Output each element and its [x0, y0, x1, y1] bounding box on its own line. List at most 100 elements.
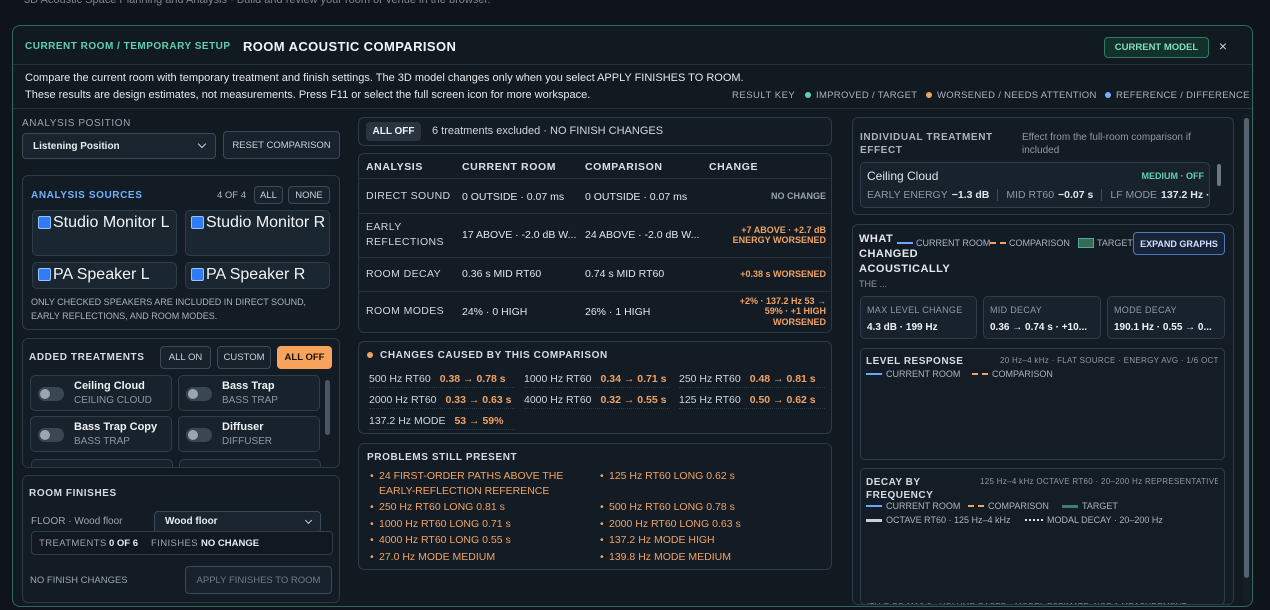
problem-item: 2000 Hz RT60 LONG 0.63 s: [600, 517, 809, 532]
legend-item: CURRENT ROOM: [866, 501, 960, 511]
chart-footer: ITU-R BS.1116-3 · VOLUME-BASED · MODEL E…: [867, 602, 1187, 604]
toggle: [38, 387, 64, 401]
legend-glyph: [1062, 504, 1078, 508]
effect-card-scroll: [1217, 164, 1221, 186]
treatment-item[interactable]: Bass Trap BASS TRAP: [178, 375, 320, 411]
effect-metric: MID RT60 −0.07 s: [997, 189, 1093, 201]
floor-select[interactable]: Wood floor: [154, 511, 321, 533]
row-label: ROOM MODES: [366, 305, 445, 317]
source-name: Studio Monitor R: [206, 214, 326, 231]
stat-label: MID DECAY: [990, 305, 1043, 315]
reset-comparison-button[interactable]: RESET COMPARISON: [223, 131, 340, 159]
change-value: 53 → 59%: [454, 415, 504, 427]
finishes-panel: FLOOR · Wood floor Wood floor TREATMENTS 0 …: [22, 475, 340, 603]
table-rule: [359, 178, 831, 179]
legend-text: MODAL DECAY · 20–200 Hz: [1047, 515, 1163, 525]
what-changed-summary: THE ...: [859, 279, 888, 289]
header-divider: [13, 64, 1252, 65]
status-bar: [358, 117, 832, 146]
chart-subtitle: 20 Hz–4 kHz · FLAT SOURCE · ENERGY AVG ·…: [1000, 356, 1218, 365]
change-item: 250 Hz RT60 0.48 → 0.81 s: [679, 371, 825, 388]
result-key-dot: [805, 92, 811, 98]
result-key-dot: [926, 92, 932, 98]
legend-text: OCTAVE RT60 · 125 Hz–4 kHz: [886, 515, 1011, 525]
treatment-name: Bass Trap: [222, 380, 275, 392]
table-header: CURRENT ROOM: [462, 161, 557, 173]
source-item[interactable]: Studio Monitor R: [185, 210, 330, 256]
all-button[interactable]: ALL: [254, 186, 283, 204]
treatment-mode-button[interactable]: CUSTOM: [217, 346, 271, 369]
current-cell: 17 ABOVE · -2.0 dB W...: [462, 229, 577, 241]
what-changed-title: WHAT CHANGED ACOUSTICALLY: [859, 233, 951, 275]
legend-glyph: [968, 505, 984, 507]
toggle: [186, 387, 212, 401]
metric-label: MID RT60: [1006, 189, 1055, 201]
change-text: +2% · 137.2 Hz 53 → 59% · +1 HIGH WORSEN…: [739, 295, 826, 327]
legend-item: COMPARISON: [972, 369, 1053, 379]
table-header: COMPARISON: [585, 161, 663, 173]
source-item[interactable]: Studio Monitor L: [32, 210, 177, 256]
expand-graphs-button[interactable]: EXPAND GRAPHS: [1133, 232, 1225, 255]
sources-note: ONLY CHECKED SPEAKERS ARE INCLUDED IN DI…: [31, 297, 307, 321]
apply-finishes-button[interactable]: APPLY FINISHES TO ROOM: [185, 566, 332, 594]
treatment-mode-button[interactable]: ALL ON: [160, 346, 211, 369]
comparison-cell: 0 OUTSIDE · 0.07 ms: [585, 190, 688, 203]
current-cell: 24% · 0 HIGH: [462, 305, 528, 318]
row-label: EARLY REFLECTIONS: [366, 221, 444, 248]
legend-glyph: [990, 242, 1006, 244]
legend-glyph: [972, 373, 988, 375]
treatment-item[interactable]: Bass Trap Copy BASS TRAP: [30, 416, 172, 452]
checkbox: [38, 268, 51, 281]
checkbox: [191, 216, 204, 229]
status-text: 6 treatments excluded · NO FINISH CHANGE…: [432, 125, 664, 137]
metric-label: LF MODE: [1110, 189, 1158, 201]
finishes-title: ROOM FINISHES: [29, 488, 117, 499]
effect-name: Ceiling Cloud: [867, 169, 939, 183]
source-item[interactable]: PA Speaker L: [32, 262, 177, 289]
change-item: 137.2 Hz MODE 53 → 59%: [369, 413, 515, 430]
effect-metrics: EARLY ENERGY −1.3 dB MID RT60 −0.07 s LF MOD…: [867, 189, 1210, 201]
comparison-table: [358, 153, 832, 333]
right-scroll-thumb[interactable]: [1244, 118, 1249, 578]
changes-dot: [367, 352, 373, 358]
treatment-item[interactable]: Diffuser DIFFUSER: [178, 416, 320, 452]
effect-status: MEDIUM · OFF: [1141, 171, 1205, 181]
close-button[interactable]: ×: [1218, 38, 1228, 54]
current-cell: 0 OUTSIDE · 0.07 ms: [462, 190, 565, 203]
individual-effect-title: INDIVIDUAL TREATMENT EFFECT: [860, 132, 993, 156]
legend-item: TARGET: [1062, 501, 1118, 511]
legend-item: TARGET: [1078, 238, 1133, 248]
current-model-button[interactable]: CURRENT MODEL: [1104, 37, 1209, 58]
legend-item: CURRENT ROOM: [866, 369, 960, 379]
legend-item: COMPARISON: [990, 238, 1070, 248]
status-badge: ALL OFF: [366, 122, 421, 141]
legend-text: CURRENT ROOM: [916, 238, 991, 248]
source-item[interactable]: PA Speaker R: [185, 262, 330, 289]
treatment-type: BASS TRAP: [74, 436, 130, 447]
metric-value: −1.3 dB: [951, 189, 990, 201]
result-key-dot: [1105, 92, 1111, 98]
legend-text: COMPARISON: [1009, 238, 1070, 248]
change-item: 1000 Hz RT60 0.34 → 0.71 s: [524, 371, 670, 388]
treatment-mode-button[interactable]: ALL OFF: [277, 346, 332, 369]
finish-status: NO FINISH CHANGES: [30, 575, 128, 586]
change-text: NO CHANGE: [770, 191, 826, 202]
change-cell: +2% · 137.2 Hz 53 → 59% · +1 HIGH WORSEN…: [720, 291, 826, 332]
change-value: 0.48 → 0.81 s: [749, 373, 816, 385]
comparison-cell: 24 ABOVE · -2.0 dB W...: [585, 229, 700, 241]
change-value: 0.38 → 0.78 s: [439, 373, 506, 385]
sources-count: 4 OF 4: [217, 190, 247, 201]
legend-item: COMPARISON: [968, 501, 1049, 511]
legend-glyph: [1025, 519, 1043, 521]
row-label: DIRECT SOUND: [366, 190, 451, 202]
treatment-item[interactable]: Ceiling Cloud CEILING CLOUD: [30, 375, 172, 411]
problem-item: 137.2 Hz MODE HIGH: [600, 533, 809, 548]
position-select[interactable]: Listening Position: [22, 133, 216, 159]
problem-item: 125 Hz RT60 LONG 0.62 s: [600, 469, 809, 484]
stat-card: MODE DECAY 190.1 Hz · 0.55 → 0...: [1107, 296, 1225, 339]
problem-item: 4000 Hz RT60 LONG 0.55 s: [370, 533, 579, 548]
metric-value: −0.07 s: [1058, 189, 1094, 201]
none-button[interactable]: NONE: [288, 186, 330, 204]
table-rule: [359, 257, 831, 258]
